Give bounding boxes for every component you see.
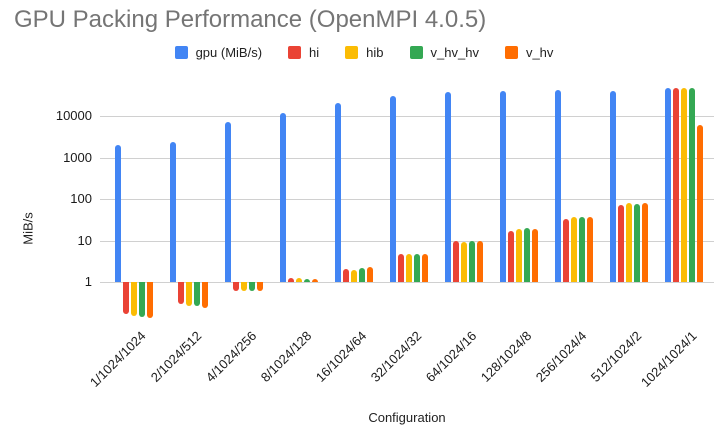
bar-hib-4-1024-256[interactable] [240, 282, 247, 291]
bar-gpu-mib-s--256-1024-4[interactable] [555, 90, 562, 282]
bar-hi-2-1024-512[interactable] [177, 282, 184, 304]
bar-v-hv-256-1024-4[interactable] [587, 216, 594, 282]
x-tick-label: 512/1024/2 [588, 328, 645, 385]
legend-swatch-icon [288, 46, 302, 59]
bar-hi-1-1024-1024[interactable] [122, 282, 129, 314]
bar-hib-64-1024-16[interactable] [461, 241, 468, 282]
bar-gpu-mib-s--2-1024-512[interactable] [169, 141, 176, 282]
legend-item-v-hv[interactable]: v_hv [504, 45, 554, 60]
legend-item-hib[interactable]: hib [345, 45, 384, 60]
bar-gpu-mib-s--8-1024-128[interactable] [279, 113, 286, 282]
x-tick-label: 1024/1024/1 [638, 328, 700, 390]
y-tick-label: 10 [77, 232, 92, 248]
bar-v-hv-hv-512-1024-2[interactable] [634, 203, 641, 282]
legend: gpu (MiB/s) hi hib v_hv_hv v_hv [0, 45, 728, 60]
legend-swatch-icon [409, 46, 423, 59]
bar-v-hv-8-1024-128[interactable] [311, 278, 318, 282]
bar-hi-128-1024-8[interactable] [508, 230, 515, 282]
bar-v-hv-hv-8-1024-128[interactable] [303, 278, 310, 282]
x-tick-label: 1/1024/1024 [87, 328, 149, 390]
bar-v-hv-hv-2-1024-512[interactable] [193, 282, 200, 307]
gridline [100, 157, 714, 159]
legend-swatch-icon [504, 46, 518, 59]
x-tick-label: 128/1024/8 [477, 328, 535, 385]
x-tick-label: 2/1024/512 [147, 328, 204, 385]
legend-item-v-hv-hv[interactable]: v_hv_hv [409, 45, 479, 60]
legend-item-hi[interactable]: hi [288, 45, 319, 60]
bar-gpu-mib-s--32-1024-32[interactable] [390, 95, 396, 282]
bar-gpu-mib-s--1-1024-1024[interactable] [114, 145, 121, 282]
legend-label: v_hv_hv [430, 45, 479, 60]
legend-label: gpu (MiB/s) [195, 45, 263, 60]
bar-gpu-mib-s--512-1024-2[interactable] [610, 90, 617, 282]
bar-v-hv-512-1024-2[interactable] [642, 203, 649, 282]
bar-v-hv-16-1024-64[interactable] [366, 267, 373, 282]
bar-v-hv-1-1024-1024[interactable] [146, 282, 153, 319]
y-axis-title: MiB/s [20, 212, 36, 245]
bar-hi-512-1024-2[interactable] [618, 204, 625, 282]
bar-hib-16-1024-64[interactable] [350, 269, 357, 282]
bar-v-hv-hv-1024-1024-1[interactable] [689, 87, 696, 282]
legend-label: hib [366, 45, 384, 60]
bar-hib-512-1024-2[interactable] [626, 203, 633, 282]
x-tick-label: 32/1024/32 [367, 328, 425, 385]
bar-v-hv-64-1024-16[interactable] [477, 240, 484, 282]
gridline [100, 116, 714, 117]
x-tick-label: 4/1024/256 [202, 328, 260, 385]
bar-hi-8-1024-128[interactable] [287, 277, 294, 282]
bar-v-hv-hv-128-1024-8[interactable] [524, 228, 531, 282]
bar-hib-8-1024-128[interactable] [295, 277, 302, 282]
x-tick-label: 16/1024/64 [312, 328, 370, 385]
bar-hib-1024-1024-1[interactable] [681, 88, 688, 282]
bar-hib-128-1024-8[interactable] [516, 228, 523, 282]
y-tick-label: 10000 [55, 108, 92, 123]
bar-v-hv-1024-1024-1[interactable] [697, 124, 704, 282]
bar-gpu-mib-s--1024-1024-1[interactable] [665, 87, 672, 282]
bar-v-hv-hv-64-1024-16[interactable] [469, 240, 476, 282]
y-tick-label: 1000 [63, 149, 92, 165]
bar-v-hv-2-1024-512[interactable] [201, 282, 208, 308]
bar-v-hv-32-1024-32[interactable] [422, 253, 428, 282]
bar-hi-1024-1024-1[interactable] [673, 87, 680, 282]
chart-title: GPU Packing Performance (OpenMPI 4.0.5) [14, 6, 487, 33]
legend-label: v_hv [525, 45, 554, 60]
x-tick-label: 256/1024/4 [532, 328, 590, 385]
bar-hib-1-1024-1024[interactable] [130, 282, 137, 317]
legend-label: hi [309, 45, 320, 60]
bar-v-hv-hv-256-1024-4[interactable] [579, 217, 586, 282]
x-tick-label: 64/1024/16 [422, 328, 480, 385]
legend-swatch-icon [174, 46, 188, 59]
legend-item-gpu-mib-s-[interactable]: gpu (MiB/s) [174, 45, 263, 60]
bar-gpu-mib-s--128-1024-8[interactable] [500, 91, 507, 282]
bar-hib-32-1024-32[interactable] [406, 254, 412, 282]
bar-gpu-mib-s--4-1024-256[interactable] [224, 121, 231, 282]
bar-v-hv-hv-32-1024-32[interactable] [414, 253, 420, 282]
bar-v-hv-hv-16-1024-64[interactable] [358, 267, 365, 282]
bar-hi-32-1024-32[interactable] [398, 254, 404, 282]
bar-hi-256-1024-4[interactable] [563, 218, 570, 282]
bar-gpu-mib-s--64-1024-16[interactable] [445, 92, 452, 282]
bar-hi-4-1024-256[interactable] [232, 282, 239, 291]
gridline [100, 199, 714, 200]
x-axis-title: Configuration [368, 410, 446, 425]
bar-v-hv-hv-4-1024-256[interactable] [248, 282, 255, 292]
bar-hib-256-1024-4[interactable] [571, 217, 578, 282]
y-tick-label: 1 [84, 274, 92, 289]
bar-hib-2-1024-512[interactable] [185, 282, 192, 307]
legend-swatch-icon [345, 46, 359, 59]
bar-v-hv-128-1024-8[interactable] [532, 228, 539, 282]
bar-v-hv-4-1024-256[interactable] [256, 282, 263, 292]
gridline [100, 282, 714, 283]
x-tick-label: 8/1024/128 [257, 328, 315, 385]
bar-hi-16-1024-64[interactable] [342, 268, 349, 282]
bar-v-hv-hv-1-1024-1024[interactable] [138, 282, 145, 317]
bar-hi-64-1024-16[interactable] [453, 241, 460, 282]
gridline [100, 240, 714, 242]
bar-gpu-mib-s--16-1024-64[interactable] [334, 102, 341, 282]
y-tick-label: 100 [70, 191, 92, 206]
